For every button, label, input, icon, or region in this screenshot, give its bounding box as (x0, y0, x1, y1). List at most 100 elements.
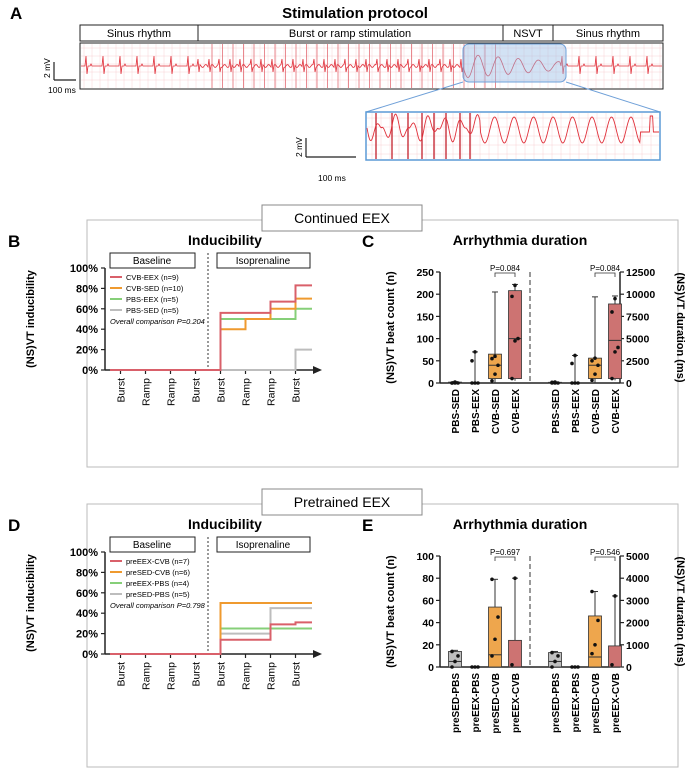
y-tick-label: 4000 (626, 573, 650, 585)
y-tick-label: 0 (428, 662, 434, 674)
bar-box (608, 303, 622, 379)
x-tick-label: Burst (116, 378, 128, 403)
chart-title: Arrhythmia duration (453, 232, 588, 248)
data-point (613, 350, 617, 354)
y-tick-label: 60 (422, 595, 434, 607)
panel-d-letter: D (8, 516, 20, 535)
data-point (573, 381, 577, 385)
group-box-isoprenaline (216, 252, 311, 269)
data-point (556, 654, 560, 658)
x-tick-label: PBS-SED (551, 389, 562, 433)
data-point (496, 615, 500, 619)
data-point (593, 356, 597, 360)
y-tick-label: 5000 (626, 551, 650, 563)
y-tick-label: 20 (422, 640, 434, 652)
data-point (613, 296, 617, 301)
y-tick-label: 10000 (626, 289, 655, 301)
x-tick-label: preEEX-PBS (471, 673, 482, 733)
data-point (596, 618, 600, 623)
y-axis-label-left: (NS)VT beat count (n) (385, 271, 397, 384)
data-point (590, 651, 594, 656)
pvalue-bracket (494, 556, 516, 561)
y-tick-label: 100% (70, 263, 98, 275)
group-label-isoprenaline: Isoprenaline (236, 256, 291, 267)
y-tick-label: 0 (626, 378, 632, 390)
data-point (496, 363, 500, 368)
pvalue-label: P=0.697 (490, 548, 521, 557)
data-point (550, 665, 554, 669)
data-point (470, 359, 474, 363)
group-box-isoprenaline (216, 536, 311, 553)
zoom-connector (365, 81, 661, 113)
section-label-pretrained: Pretrained EEX (294, 494, 391, 510)
chart-c-arrhythmia-duration: Arrhythmia duration (NS)VT beat count (n)… (385, 232, 685, 434)
x-tick-label: Ramp (141, 378, 153, 406)
data-point (573, 353, 577, 358)
scale-mv-label: 2 mV (42, 58, 52, 78)
y-tick-label: 0 (626, 662, 632, 674)
series-line (110, 621, 312, 655)
bar-box (608, 645, 622, 668)
pvalue-bracket (594, 272, 616, 277)
data-point (553, 380, 557, 384)
legend-label: CVB-SED (n=10) (126, 284, 184, 293)
panel-e-letter: E (362, 516, 373, 535)
panel-a-title: Stimulation protocol (282, 5, 428, 22)
y-tick-label: 200 (416, 289, 434, 301)
data-point (576, 665, 580, 669)
data-point (516, 336, 520, 341)
x-tick-label: preSED-PBS (551, 673, 562, 733)
section-label-continued: Continued EEX (294, 210, 390, 226)
data-point (470, 665, 474, 669)
scale-ms-label: 100 ms (48, 85, 76, 95)
x-tick-label: Ramp (166, 662, 178, 690)
legend-label: CVB-EEX (n=9) (126, 273, 179, 282)
data-point (450, 381, 454, 385)
data-point (490, 356, 494, 361)
x-tick-label: Burst (216, 662, 228, 687)
y-tick-label: 0 (428, 378, 434, 390)
y-tick-label: 40 (422, 618, 434, 630)
y-tick-label: 100 (416, 551, 434, 563)
series-line (110, 607, 312, 655)
section-label-box-continued (261, 204, 423, 232)
pvalue-label: P=0.546 (590, 548, 621, 557)
x-tick-label: preEEX-CVB (611, 673, 622, 733)
data-point (473, 350, 477, 354)
x-tick-label: Ramp (141, 662, 153, 690)
series-line (110, 348, 312, 371)
y-axis-label: (NS)VT inducibility (25, 553, 37, 652)
x-tick-label: preEEX-PBS (571, 673, 582, 733)
x-tick-label: CVB-SED (591, 389, 602, 434)
data-point (450, 665, 454, 669)
x-tick-label: PBS-SED (451, 389, 462, 433)
segment-label-sinus-2: Sinus rhythm (576, 28, 640, 40)
y-tick-label: 150 (416, 311, 434, 323)
data-point (610, 376, 614, 381)
data-point (510, 294, 514, 299)
x-tick-label: Ramp (166, 378, 178, 406)
group-label-baseline: Baseline (133, 256, 172, 267)
x-axis-arrow (313, 650, 322, 658)
data-point (490, 378, 494, 383)
data-point (573, 665, 577, 669)
data-point (610, 310, 614, 314)
x-axis-arrow (313, 366, 322, 374)
zoom-scale-bar: 2 mV 100 ms (294, 137, 356, 183)
data-point (473, 665, 477, 669)
y-tick-label: 100% (70, 547, 98, 559)
y-tick-label: 20% (76, 345, 98, 357)
ecg-waveform (81, 54, 662, 79)
data-point (513, 283, 517, 288)
data-point (550, 380, 554, 385)
ecg-main-trace (79, 42, 664, 90)
y-tick-label: 12500 (626, 267, 655, 279)
pvalue-bracket (594, 556, 616, 561)
x-tick-label: Burst (191, 378, 203, 403)
data-point (473, 381, 477, 385)
legend-label: preSED-CVB (n=6) (126, 568, 190, 577)
ecg-scale-bar: 2 mV 100 ms (42, 58, 76, 95)
x-tick-label: PBS-EEX (571, 389, 582, 433)
x-tick-label: CVB-EEX (611, 389, 622, 434)
